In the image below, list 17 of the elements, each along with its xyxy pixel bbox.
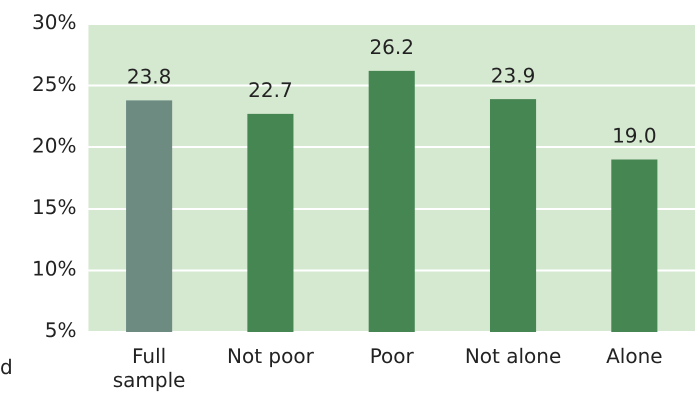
y-tick-label: 20% (32, 133, 76, 158)
data-label: 23.8 (126, 64, 172, 89)
text: d (0, 355, 13, 379)
data-label: 19.0 (612, 124, 657, 148)
x-tick-label: Not poor (227, 344, 315, 368)
y-tick-label: 5% (44, 318, 76, 342)
data-label: 23.9 (490, 63, 536, 88)
data-label: 22.7 (248, 78, 293, 102)
x-tick-label: Full sample (112, 344, 186, 392)
x-tick-label: Not alone (464, 344, 562, 368)
x-tick-label: Alone (606, 344, 663, 368)
y-tick-label: 15% (32, 195, 76, 220)
y-tick-label: 25% (32, 72, 76, 96)
data-label: 26.2 (369, 35, 414, 60)
y-tick-label: 30% (32, 10, 76, 34)
y-tick-label: 10% (32, 256, 76, 281)
x-tick-label: Poor (370, 344, 415, 368)
